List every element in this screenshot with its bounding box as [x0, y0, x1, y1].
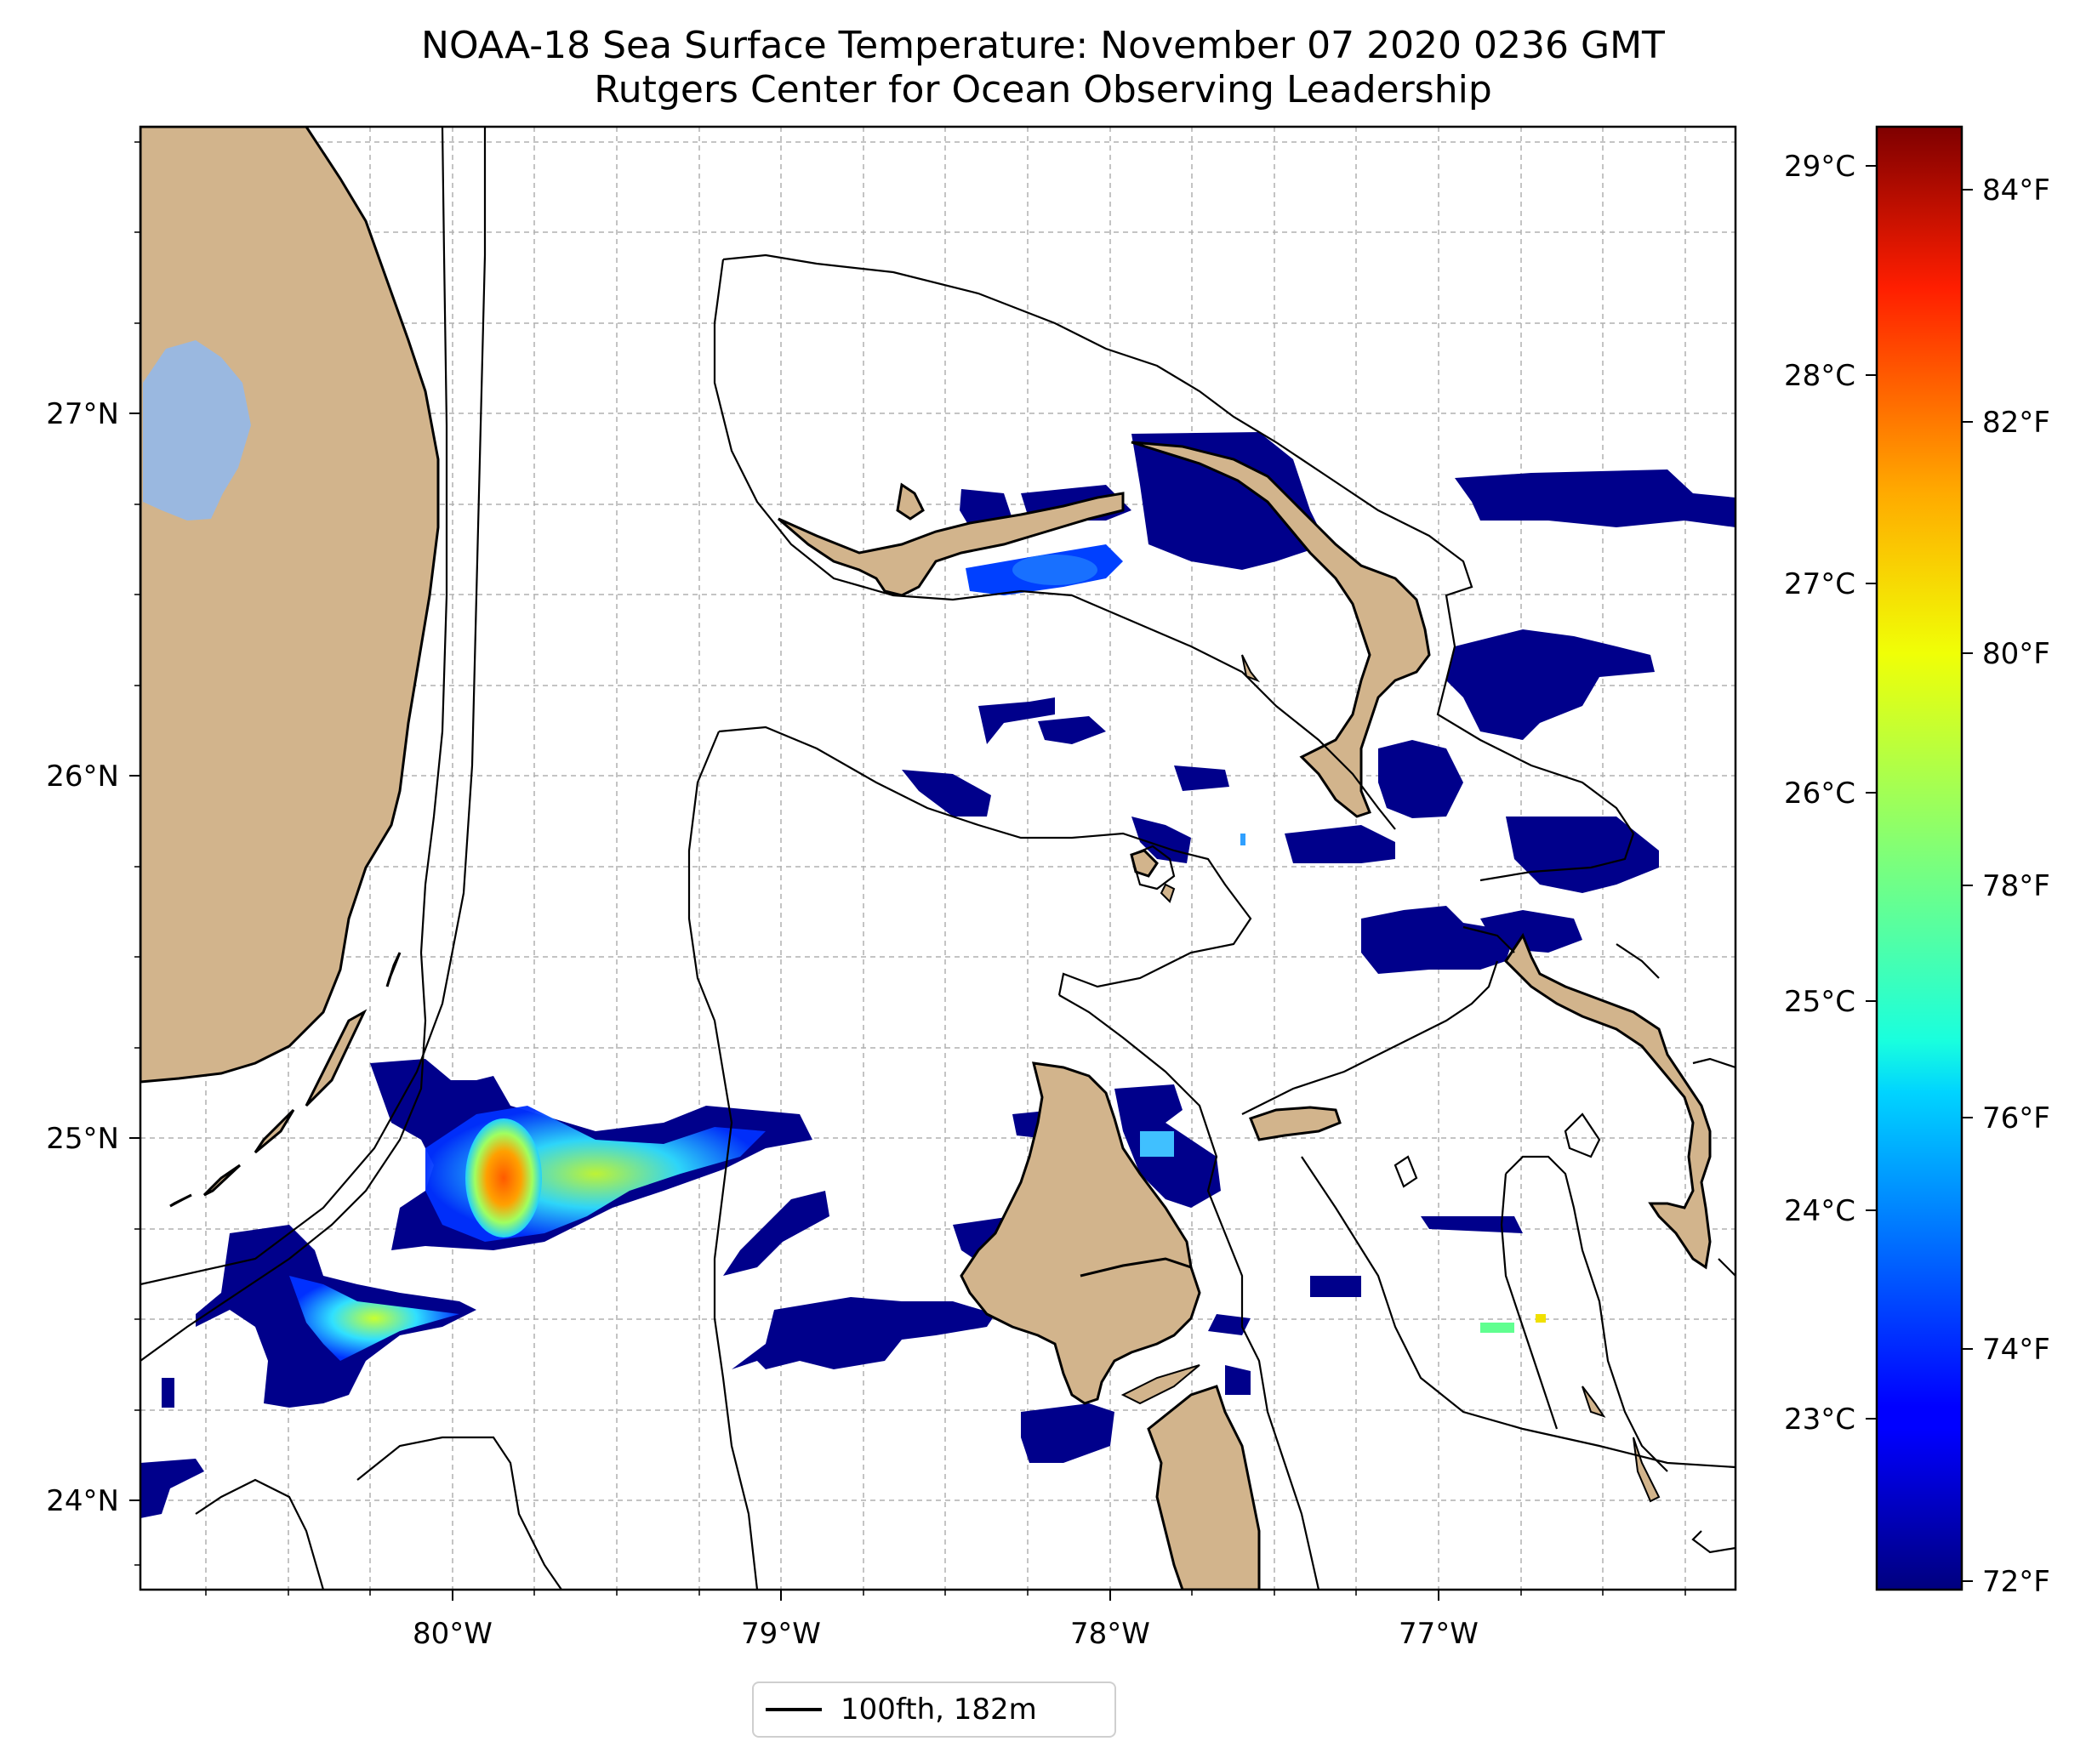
legend-line-swatch: [766, 1708, 822, 1711]
colorbar-f-label-78: 78°F: [1982, 869, 2050, 903]
colorbar-f-label-80: 80°F: [1982, 637, 2050, 671]
colorbar-c-label-23: 23°C: [1784, 1403, 1855, 1437]
colorbar-frame: [1875, 125, 1963, 1591]
lon-label-77w: 77°W: [1399, 1617, 1479, 1651]
colorbar-c-label-26: 26°C: [1784, 777, 1855, 811]
map-frame: [139, 125, 1737, 1591]
colorbar-f-label-84: 84°F: [1982, 174, 2050, 208]
colorbar-f-label-74: 74°F: [1982, 1333, 2050, 1367]
map-content: [140, 127, 1735, 1590]
colorbar-c-label-28: 28°C: [1784, 359, 1855, 393]
lon-label-79w: 79°W: [741, 1617, 821, 1651]
land-cay: [1120, 1364, 1200, 1405]
land-cay: [1582, 1386, 1606, 1418]
land-south-andros: [1147, 1385, 1261, 1590]
isobath-contours: [140, 127, 1735, 1590]
sst-warm-patches: [289, 544, 1546, 1361]
lat-label-25n: 25°N: [46, 1122, 119, 1156]
colorbar-c-label-27: 27°C: [1784, 567, 1855, 601]
land-exuma-cays: [1633, 1437, 1661, 1503]
andros-channel: [1080, 1257, 1192, 1277]
land-andros: [960, 1061, 1201, 1405]
axis-ticks: [129, 413, 1439, 1601]
chart-subtitle: Rutgers Center for Ocean Observing Leade…: [594, 68, 1492, 111]
colorbar-gradient: [1877, 127, 1962, 1590]
colorbar-f-label-82: 82°F: [1982, 406, 2050, 440]
land-grand-bahama: [778, 492, 1125, 597]
lat-label-27n: 27°N: [46, 397, 119, 431]
colorbar-c-label-29: 29°C: [1784, 150, 1855, 184]
lat-label-26n: 26°N: [46, 760, 119, 794]
colorbar-celsius-ticks: [1866, 165, 1877, 1420]
land-cay: [1241, 654, 1261, 683]
colorbar-c-label-24: 24°C: [1784, 1194, 1855, 1228]
land-abaco: [1131, 441, 1431, 818]
land-new-providence: [1249, 1106, 1342, 1141]
land-eleuthera: [1504, 932, 1712, 1270]
lat-label-24n: 24°N: [46, 1484, 119, 1518]
colorbar-fahrenheit-ticks: [1962, 189, 1973, 1582]
legend-box: 100fth, 182m: [752, 1681, 1116, 1738]
land-florida-keys: [169, 952, 402, 1208]
colorbar-c-label-25: 25°C: [1784, 985, 1855, 1019]
colorbar-f-label-76: 76°F: [1982, 1101, 2050, 1135]
legend-label: 100fth, 182m: [841, 1693, 1037, 1727]
axis-minor-ticks: [134, 141, 1686, 1596]
lake-okeechobee: [143, 340, 251, 521]
land-cay: [1160, 883, 1176, 903]
lon-label-78w: 78°W: [1070, 1617, 1150, 1651]
colorbar-f-label-72: 72°F: [1982, 1565, 2050, 1599]
lon-label-80w: 80°W: [413, 1617, 493, 1651]
chart-title: NOAA-18 Sea Surface Temperature: Novembe…: [421, 24, 1665, 67]
land-grand-bahama-west: [896, 482, 925, 521]
